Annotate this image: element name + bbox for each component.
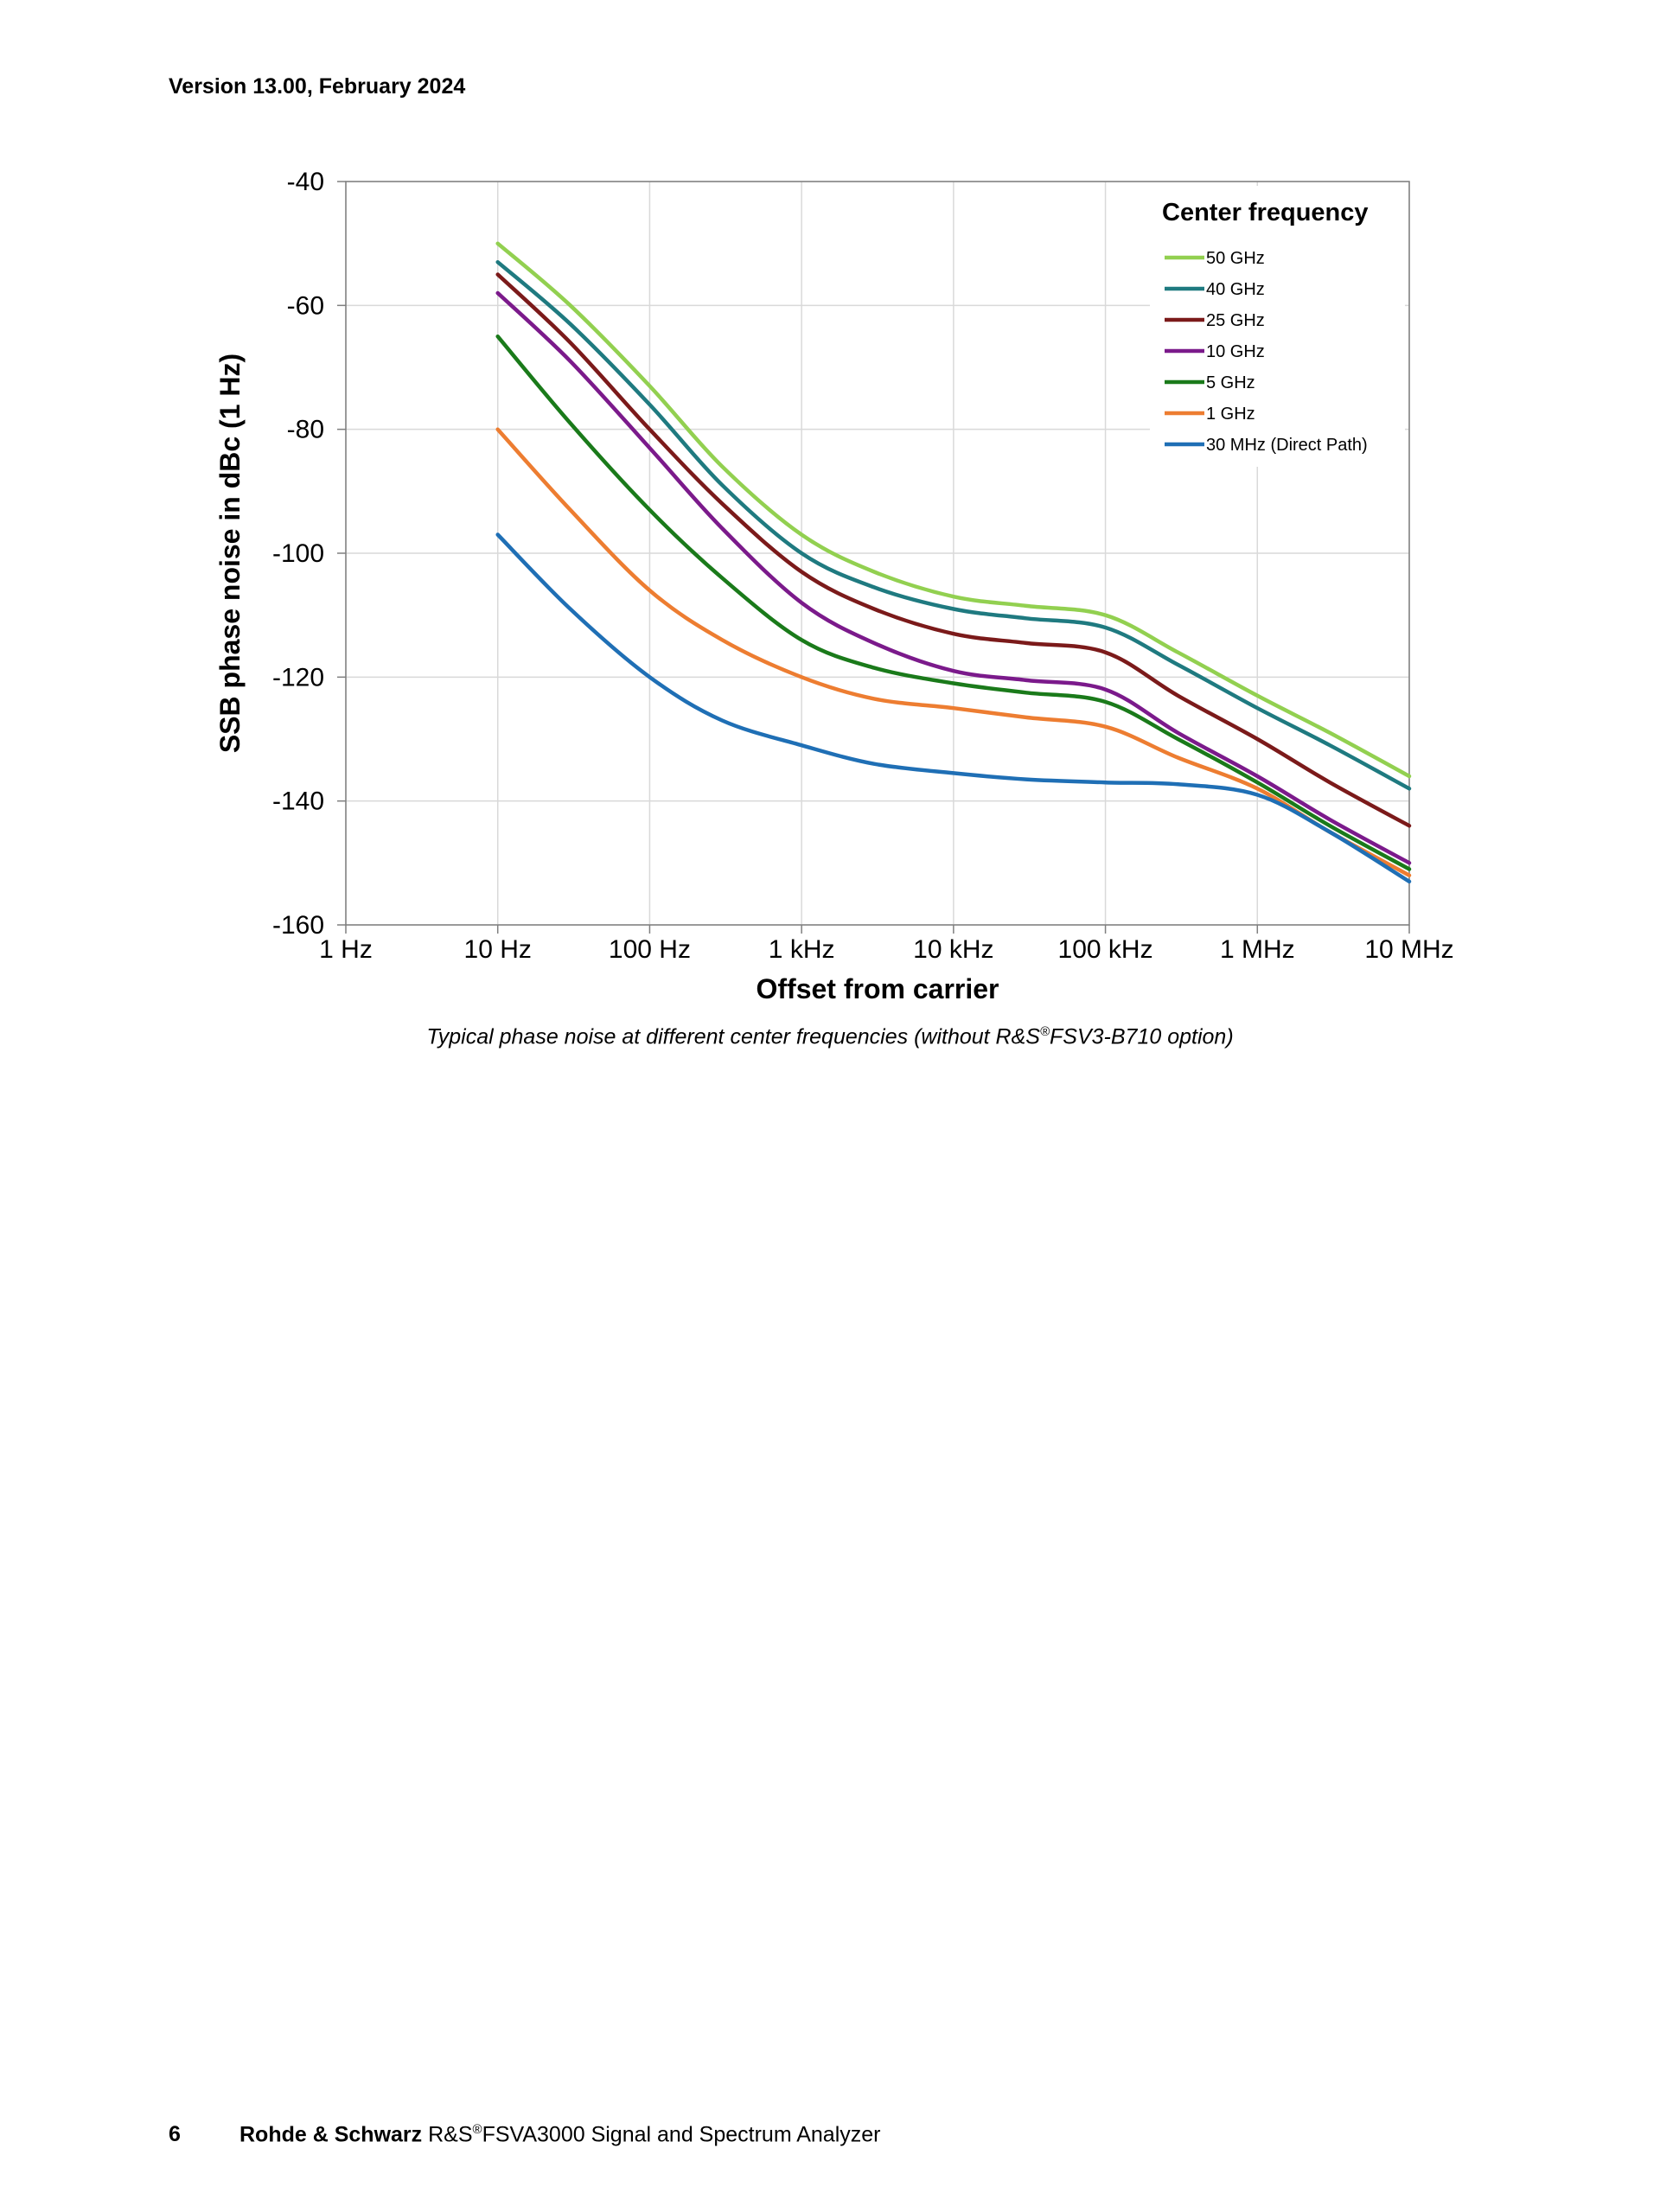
footer-product: FSVA3000 Signal and Spectrum Analyzer xyxy=(482,2122,881,2147)
caption-text: Typical phase noise at different center … xyxy=(426,1024,1040,1049)
chart-series xyxy=(495,241,1412,884)
x-tick-label: 1 Hz xyxy=(319,935,373,964)
legend-label: 40 GHz xyxy=(1206,280,1265,299)
x-tick-label: 100 Hz xyxy=(609,935,691,964)
x-tick-label: 10 MHz xyxy=(1364,935,1453,964)
legend-label: 1 GHz xyxy=(1206,405,1255,424)
legend-label: 25 GHz xyxy=(1206,311,1265,330)
series-line-3 xyxy=(495,290,1412,865)
legend-label: 5 GHz xyxy=(1206,373,1255,392)
series-line-0 xyxy=(495,241,1412,779)
y-tick-label: -160 xyxy=(272,911,324,940)
y-tick-label: -140 xyxy=(272,787,324,816)
x-tick-label: 10 kHz xyxy=(913,935,993,964)
legend-label: 10 GHz xyxy=(1206,342,1265,361)
page-footer: 6 Rohde & Schwarz R&S®FSVA3000 Signal and… xyxy=(169,2122,881,2147)
legend: Center frequency 50 GHz 40 GHz 25 GHz 10 GH… xyxy=(1150,186,1405,467)
footer-product-prefix: R&S xyxy=(422,2122,473,2147)
version-line: Version 13.00, February 2024 xyxy=(169,74,466,99)
x-axis-ticks: 1 Hz 10 Hz 100 Hz 1 kHz 10 kHz 100 kHz 1 MHz 10… xyxy=(319,925,1454,964)
series-line-6 xyxy=(495,532,1412,884)
legend-label: 50 GHz xyxy=(1206,249,1265,268)
legend-items: 50 GHz 40 GHz 25 GHz 10 GHz 5 GHz 1 GHz 30 MHz… xyxy=(1165,249,1368,455)
x-axis-label: Offset from carrier xyxy=(757,973,999,1004)
y-tick-label: -120 xyxy=(272,663,324,692)
y-tick-label: -80 xyxy=(287,416,324,444)
y-tick-label: -40 xyxy=(287,168,324,196)
y-axis-label: SSB phase noise in dBc (1 Hz) xyxy=(214,354,246,753)
series-line-4 xyxy=(495,334,1412,871)
legend-title: Center frequency xyxy=(1162,199,1369,226)
page-number: 6 xyxy=(169,2122,181,2147)
phase-noise-chart: -40 -60 -80 -100 -120 -140 -160 1 Hz 10 Hz 100 H… xyxy=(214,168,1454,1004)
legend-background xyxy=(1150,186,1405,467)
caption-registered-mark: ® xyxy=(1039,1024,1050,1039)
caption-text-after: FSV3-B710 option) xyxy=(1050,1024,1234,1049)
legend-label: 30 MHz (Direct Path) xyxy=(1206,436,1368,455)
y-tick-label: -100 xyxy=(272,539,324,568)
x-tick-label: 100 kHz xyxy=(1058,935,1153,964)
series-line-1 xyxy=(495,259,1412,791)
series-line-5 xyxy=(495,427,1412,877)
footer-registered-mark: ® xyxy=(472,2122,482,2137)
x-tick-label: 1 MHz xyxy=(1220,935,1295,964)
x-tick-label: 10 Hz xyxy=(464,935,532,964)
series-line-2 xyxy=(495,272,1412,828)
footer-brand: Rohde & Schwarz xyxy=(239,2122,423,2147)
y-axis-ticks: -40 -60 -80 -100 -120 -140 -160 xyxy=(272,168,346,940)
figure-caption: Typical phase noise at different center … xyxy=(0,1024,1660,1049)
y-tick-label: -60 xyxy=(287,291,324,320)
x-tick-label: 1 kHz xyxy=(769,935,835,964)
